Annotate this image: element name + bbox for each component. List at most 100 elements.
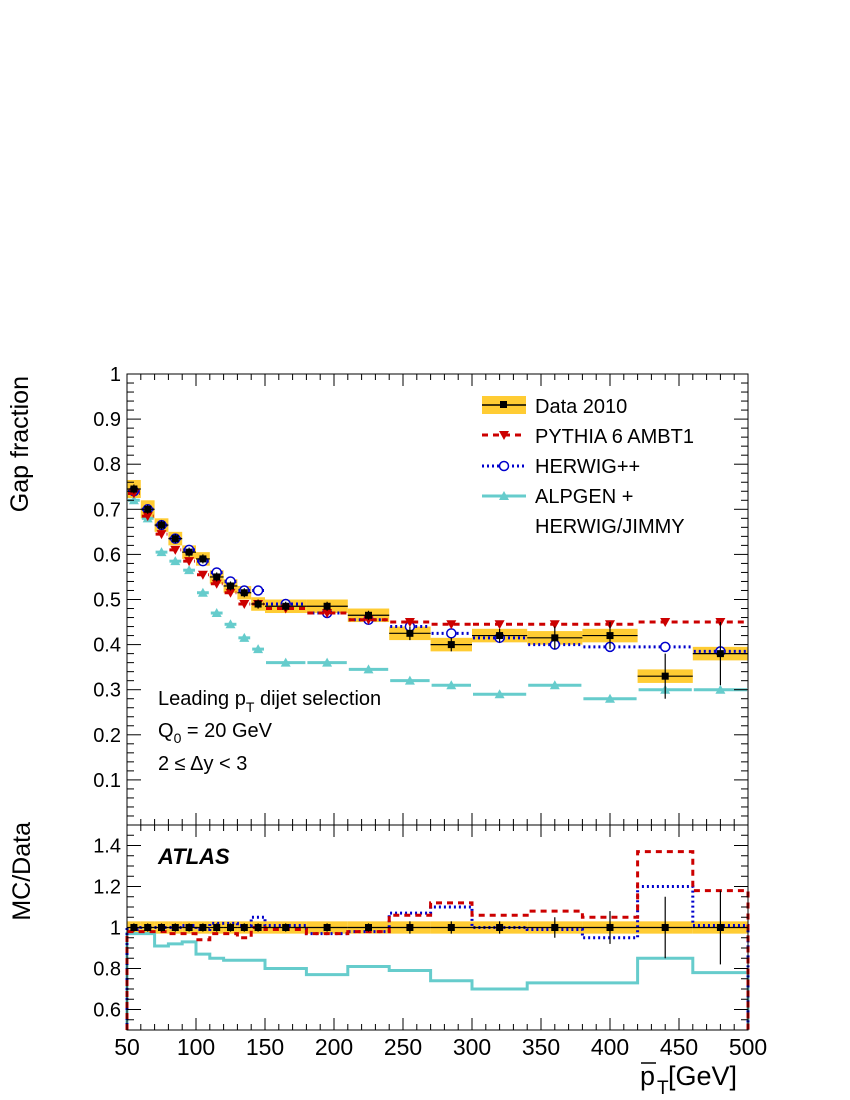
pythia-marker (494, 620, 505, 630)
ratio-data-point (144, 924, 152, 931)
main-ytick-label: 0.3 (93, 680, 121, 702)
pythia-marker (549, 620, 560, 630)
atlas-label: ATLAS (157, 844, 230, 869)
alpgen-marker (605, 693, 615, 703)
ratio-data-point (185, 924, 193, 931)
main-ytick-label: 0.2 (93, 725, 121, 747)
ratio-plot-frame (126, 824, 749, 1031)
pythia-marker (170, 545, 181, 555)
pythia-marker (404, 618, 415, 628)
pythia-marker (239, 600, 250, 610)
data-point (323, 602, 331, 610)
xlabel-p: p (640, 1061, 655, 1091)
data-point (130, 485, 138, 493)
ratio-data-point (171, 924, 179, 931)
alpgen-marker (363, 664, 374, 674)
legend-item-data: Data 2010 (482, 396, 627, 418)
x-tick-label: 300 (453, 1034, 491, 1060)
svg-text:Leading pT dijet selection: Leading pT dijet selection (158, 688, 381, 715)
alpgen-marker (156, 547, 167, 557)
main-ylabel: Gap fraction (6, 376, 34, 512)
ratio-data-point (199, 924, 207, 931)
ratio-data-point (227, 924, 234, 931)
ratio-panel: 50 100 150 200 250 300 350 400 450 500 0.6 0.8 1 1.2 1… (93, 824, 767, 1060)
data-point (551, 634, 559, 642)
main-ytick-label: 0.5 (93, 590, 121, 612)
data-point (254, 600, 262, 608)
alpgen-marker (253, 644, 264, 654)
data-point (406, 629, 414, 637)
data-point (447, 641, 455, 649)
legend-pythia-label: PYTHIA 6 AMBT1 (535, 426, 694, 448)
ann-leading-sub: T (246, 699, 255, 715)
legend-alpgen-label-1: ALPGEN + (535, 486, 633, 508)
ratio-data-point (254, 924, 262, 931)
ratio-ytick-label: 0.8 (93, 959, 121, 981)
data-point (144, 505, 152, 513)
data-point (199, 555, 207, 563)
pythia-marker (322, 609, 333, 619)
ann-leading-rest: dijet selection (254, 688, 381, 710)
ratio-ylabel: MC/Data (8, 822, 36, 921)
ratio-data-point (213, 924, 221, 931)
ratio-data-point (606, 924, 614, 931)
ratio-data-point (406, 924, 414, 931)
alpgen-marker (494, 689, 505, 699)
ratio-step-0 (125, 850, 750, 1030)
herwig-marker (446, 628, 457, 639)
ann-leading-p: Leading p (158, 688, 246, 710)
data-point (716, 650, 724, 658)
alpgen-marker (715, 684, 726, 694)
alpgen-marker (211, 608, 222, 618)
pythia-marker (446, 620, 457, 630)
ratio-data-point (496, 924, 504, 931)
pythia-marker (225, 588, 236, 598)
ratio-step-1 (125, 885, 750, 1030)
x-tick-label: 50 (114, 1034, 140, 1060)
data-point (213, 573, 221, 581)
pythia-marker (156, 530, 167, 540)
data-point (171, 535, 179, 543)
pythia-marker (197, 570, 208, 580)
ratio-data-point (365, 924, 372, 931)
alpgen-marker (446, 680, 457, 690)
ratio-ytick-label: 0.6 (93, 1000, 121, 1022)
alpgen-marker (197, 587, 208, 597)
selection-annotation: Leading pT dijet selection Q0 = 20 GeV 2… (158, 688, 381, 775)
data-point (227, 582, 234, 590)
alpgen-marker (239, 632, 250, 642)
ratio-step-2 (125, 932, 750, 1030)
main-ytick-label: 0.1 (93, 770, 121, 792)
ratio-ytick-label: 1.2 (93, 877, 121, 899)
x-tick-label: 450 (660, 1034, 698, 1060)
main-ytick-label: 1 (110, 364, 121, 386)
ratio-ytick-label: 1 (110, 918, 121, 940)
data-point (365, 611, 372, 619)
x-tick-label: 150 (246, 1034, 284, 1060)
data-point (185, 548, 193, 556)
alpgen-marker (184, 565, 195, 575)
pythia-marker (211, 579, 222, 589)
ratio-data-point (661, 924, 669, 931)
pythia-marker (660, 618, 671, 628)
x-axis-label: p T [GeV] (640, 1061, 737, 1099)
data-point (158, 521, 165, 529)
alpgen-marker (225, 619, 236, 629)
alpgen-marker (170, 556, 181, 566)
pythia-marker (184, 557, 195, 567)
ratio-data-point (447, 924, 455, 931)
xlabel-unit: [GeV] (668, 1061, 737, 1091)
data-point (282, 602, 290, 610)
ratio-data-point (323, 924, 331, 931)
legend-herwig-marker (498, 460, 510, 472)
legend-data-marker (500, 401, 507, 408)
data-point (496, 632, 504, 640)
alpgen-marker (322, 657, 333, 667)
ann-q-rest: = 20 GeV (181, 720, 272, 742)
main-ytick-label: 0.9 (93, 409, 121, 431)
legend-data-label: Data 2010 (535, 396, 627, 418)
ann-q: Q (158, 720, 174, 742)
data-point (661, 672, 669, 680)
ann-q-sub: 0 (174, 730, 182, 746)
